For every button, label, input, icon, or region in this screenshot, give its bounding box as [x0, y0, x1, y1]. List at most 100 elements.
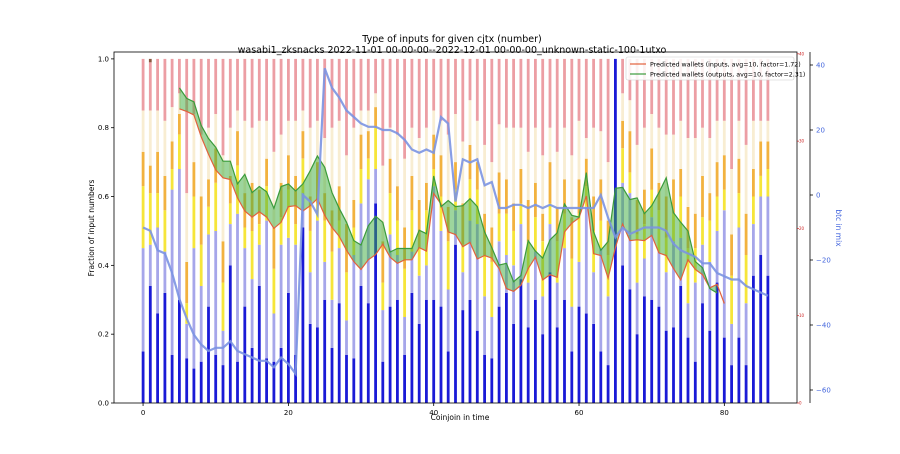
- bar-pale: [672, 134, 675, 180]
- bar-other: [621, 120, 624, 149]
- bar-red: [570, 58, 574, 156]
- bar-remix: [635, 282, 639, 335]
- bar-friends: [461, 244, 465, 273]
- x-axis-label: Coinjoin in time: [431, 413, 490, 422]
- bar-fresh: [483, 354, 486, 403]
- bar-fresh: [170, 354, 174, 403]
- bar-remix: [265, 220, 268, 359]
- bar-red: [555, 58, 559, 152]
- bar-friends: [381, 282, 385, 311]
- bar-fresh: [185, 358, 189, 403]
- bar-friends: [483, 255, 486, 297]
- bar-fresh: [526, 327, 530, 403]
- bar-fresh: [337, 303, 341, 403]
- bar-fresh: [759, 255, 763, 403]
- bar-friends: [257, 224, 261, 245]
- bar-pale: [272, 151, 276, 228]
- bar-remix: [199, 286, 203, 362]
- bar-fresh: [323, 299, 327, 403]
- bar-pale: [497, 124, 501, 173]
- bar-friends: [490, 261, 494, 317]
- bar-fresh: [257, 286, 261, 403]
- bar-red: [345, 58, 348, 156]
- bar-fresh: [236, 361, 239, 403]
- bar-fresh: [366, 303, 370, 403]
- bar-remix: [236, 213, 239, 362]
- bar-friends: [185, 303, 189, 324]
- bar-friends: [650, 189, 654, 218]
- bar-fresh: [178, 299, 181, 403]
- bar-other: [199, 196, 203, 245]
- bar-remix: [323, 261, 327, 300]
- bar-fresh: [577, 306, 581, 403]
- bar-pale: [366, 110, 370, 132]
- bar-red: [330, 58, 334, 128]
- bar-pale: [715, 120, 719, 163]
- bar-red: [199, 58, 203, 135]
- bar-remix: [185, 323, 189, 359]
- bar-remix: [287, 237, 290, 293]
- bar-red: [294, 58, 297, 121]
- bar-friends: [170, 169, 174, 190]
- y2-tick-label: 0: [816, 192, 820, 200]
- bar-red: [374, 58, 377, 94]
- bar-red: [737, 58, 741, 121]
- bar-red: [715, 58, 719, 121]
- bar-other: [236, 131, 239, 166]
- bar-pale: [265, 120, 268, 159]
- bar-pale: [534, 127, 537, 183]
- bar-pale: [650, 113, 654, 149]
- bar-remix: [730, 323, 733, 366]
- bar-other: [628, 131, 632, 173]
- bar-red: [461, 58, 465, 142]
- bar-fresh: [345, 354, 348, 403]
- bar-pale: [548, 127, 552, 163]
- bar-fresh: [330, 347, 334, 403]
- bar-fresh: [592, 323, 595, 403]
- y-tick-label: 0.8: [98, 124, 109, 132]
- legend-entry: Predicted wallets (inputs, avg=10, facto…: [650, 61, 801, 68]
- bar-fresh: [214, 354, 218, 403]
- bar-pale: [279, 134, 283, 183]
- bar-pale: [744, 144, 748, 214]
- bar-friends: [635, 234, 639, 283]
- bar-red: [722, 58, 726, 121]
- bar-red: [192, 58, 196, 114]
- bar-pale: [708, 138, 712, 194]
- bar-red: [454, 58, 457, 114]
- bar-friends: [512, 230, 515, 266]
- bar-pale: [468, 100, 472, 145]
- bar-remix: [686, 303, 690, 338]
- bar-other: [592, 196, 595, 231]
- bar-other: [417, 200, 421, 249]
- bar-other: [643, 189, 646, 224]
- bar-pale: [330, 127, 334, 211]
- bar-pale: [584, 138, 588, 159]
- bar-fresh: [461, 310, 465, 403]
- bar-remix: [156, 227, 159, 314]
- bar-red: [744, 58, 748, 145]
- bar-red: [236, 58, 239, 111]
- bar-friends: [301, 158, 305, 194]
- bar-red: [410, 58, 414, 128]
- bar-pale: [337, 120, 341, 187]
- bar-remix: [752, 224, 755, 276]
- bar-pale: [301, 110, 305, 132]
- bar-remix: [715, 230, 719, 283]
- bar-friends: [744, 255, 748, 304]
- bar-remix: [708, 261, 712, 331]
- bar-other: [178, 113, 181, 135]
- bar-fresh: [316, 327, 319, 403]
- bar-fresh: [555, 327, 559, 403]
- bar-pale: [425, 127, 428, 183]
- bar-friends: [323, 220, 327, 262]
- bar-pale: [592, 127, 595, 197]
- bar-other: [693, 213, 697, 249]
- bar-remix: [541, 296, 545, 335]
- bar-red: [265, 58, 268, 121]
- bar-red: [337, 58, 341, 121]
- bar-fresh: [446, 351, 450, 403]
- bar-pale: [403, 158, 406, 228]
